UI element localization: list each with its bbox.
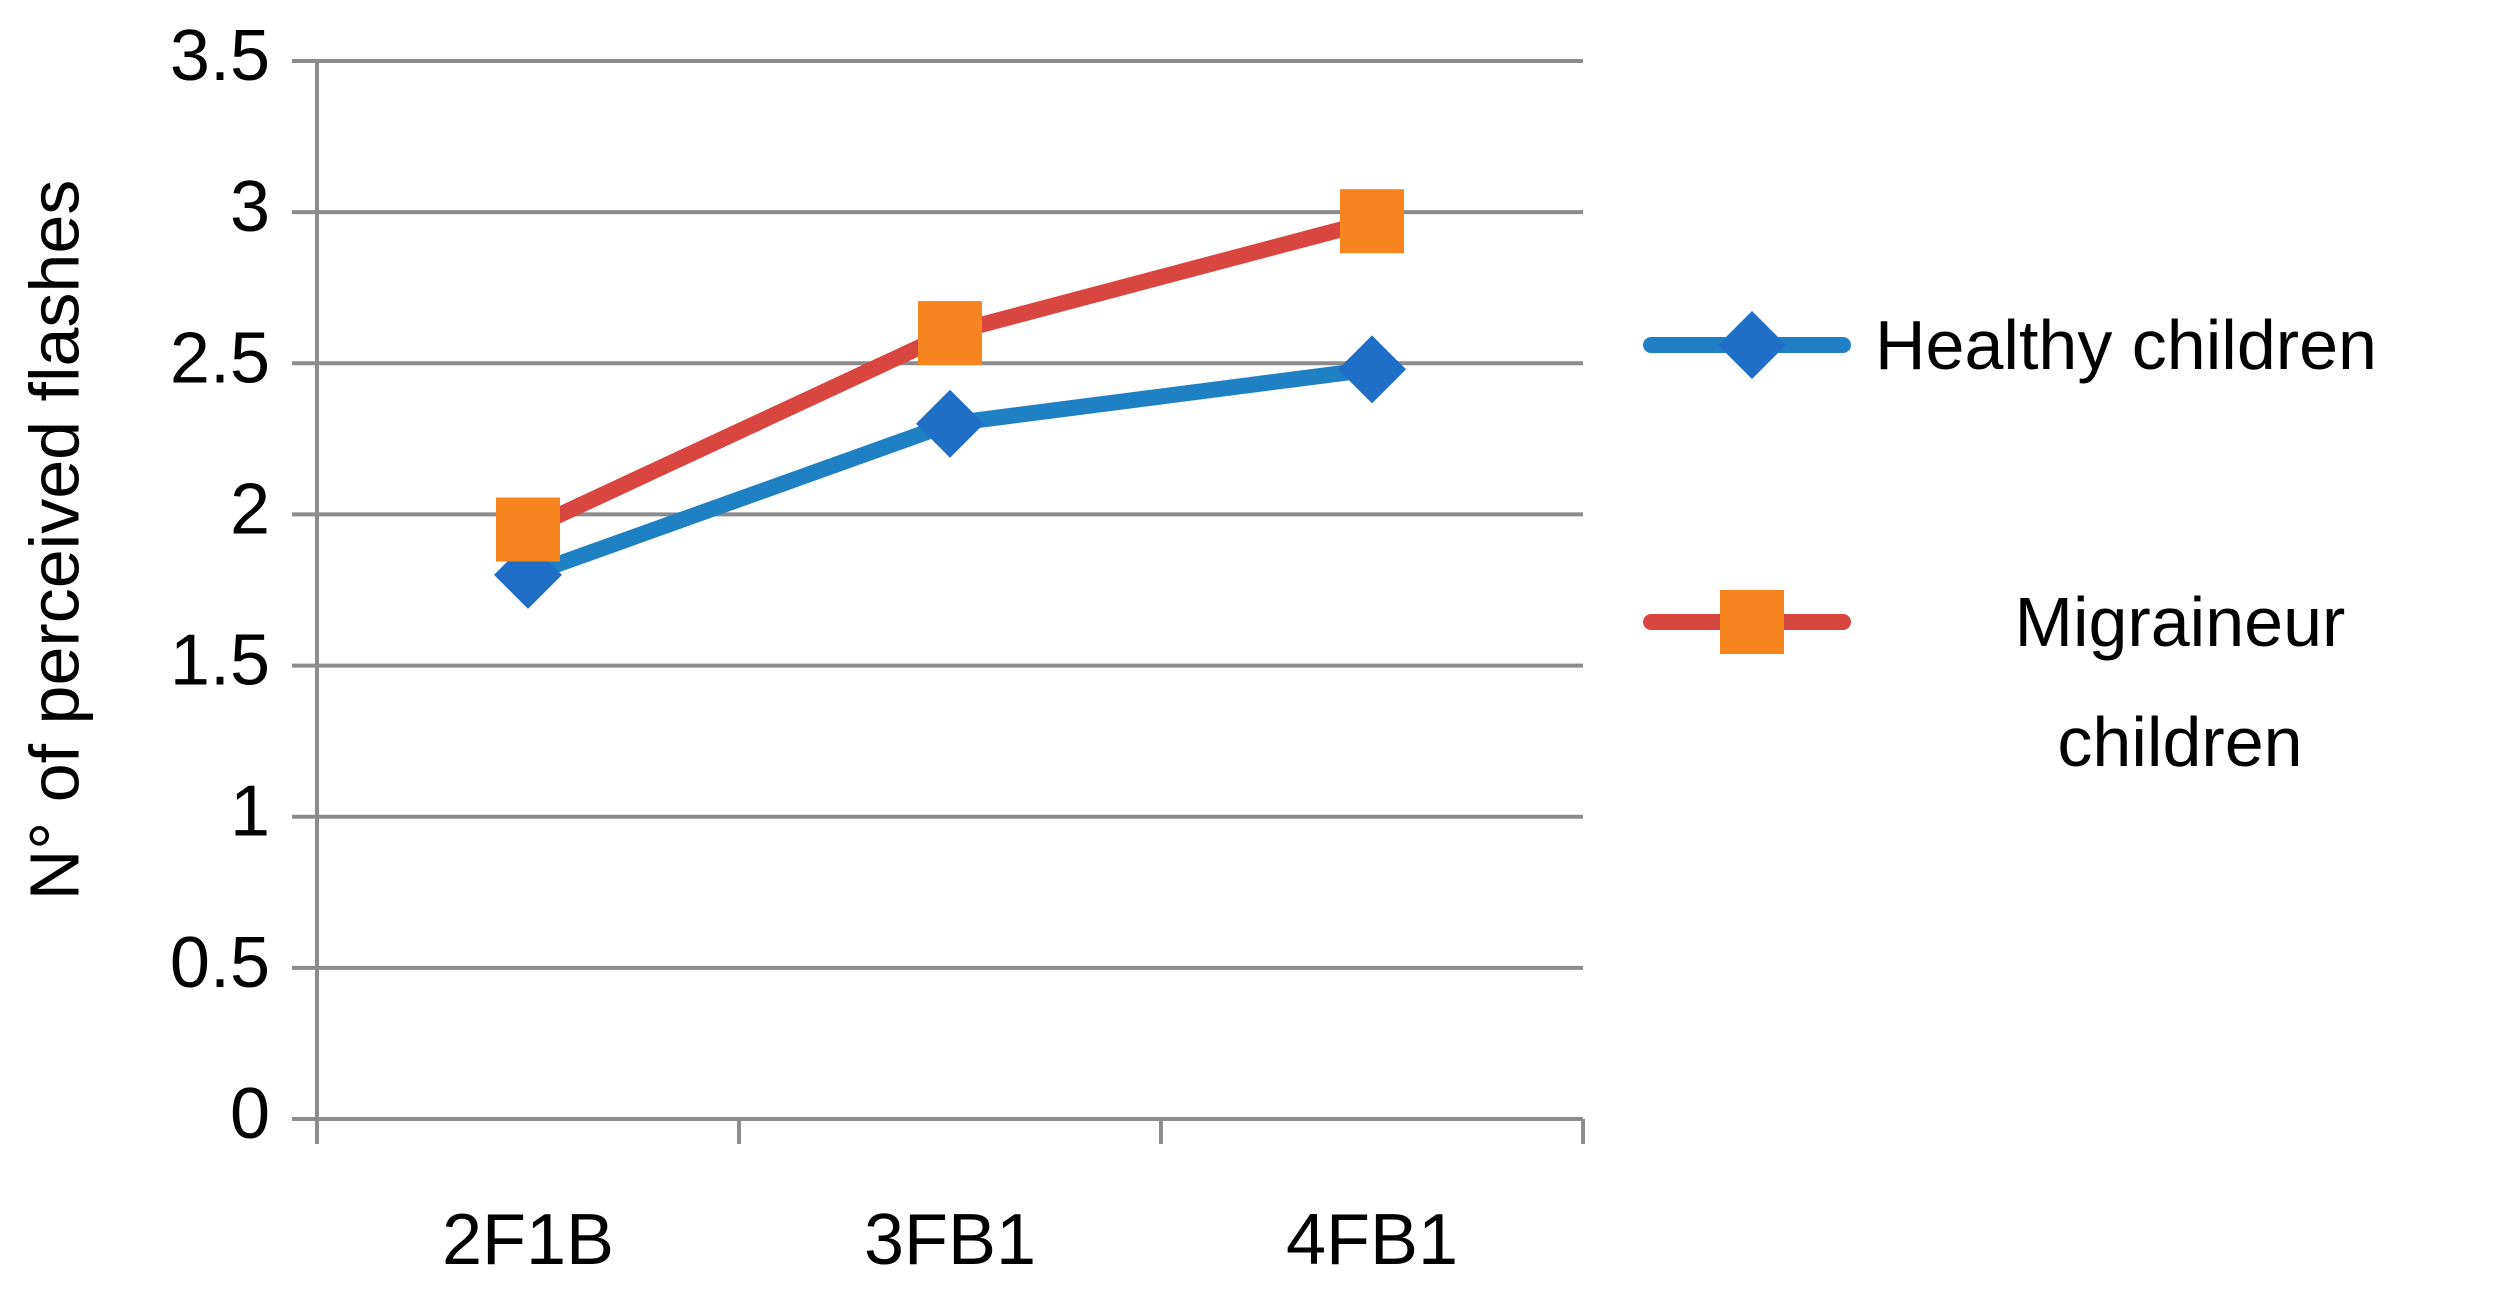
y-axis-label: N° of perceived flashes — [15, 180, 93, 901]
legend-marker — [1720, 590, 1784, 654]
series-line — [524, 213, 1375, 537]
marker — [916, 389, 984, 458]
y-tick-label: 1.5 — [170, 621, 270, 701]
y-tick-label: 0 — [230, 1074, 270, 1154]
marker — [918, 301, 982, 366]
y-tick-label: 1 — [230, 772, 270, 852]
x-tick-label: 3FB1 — [864, 1200, 1036, 1280]
y-tick-label: 2.5 — [170, 318, 270, 398]
legend-label: Healthy children — [1875, 306, 2377, 384]
y-tick-label: 0.5 — [170, 923, 270, 1003]
x-tick-label: 4FB1 — [1286, 1200, 1458, 1280]
legend-marker — [1718, 311, 1786, 379]
y-tick-label: 3 — [230, 167, 270, 247]
legend-label: Migraineur children — [2014, 583, 2346, 781]
x-tick-label: 2F1B — [442, 1200, 614, 1280]
y-tick-label: 2 — [230, 469, 270, 549]
marker — [1338, 335, 1406, 404]
marker — [1340, 189, 1404, 254]
marker — [496, 497, 560, 562]
y-tick-label: 3.5 — [170, 16, 270, 96]
